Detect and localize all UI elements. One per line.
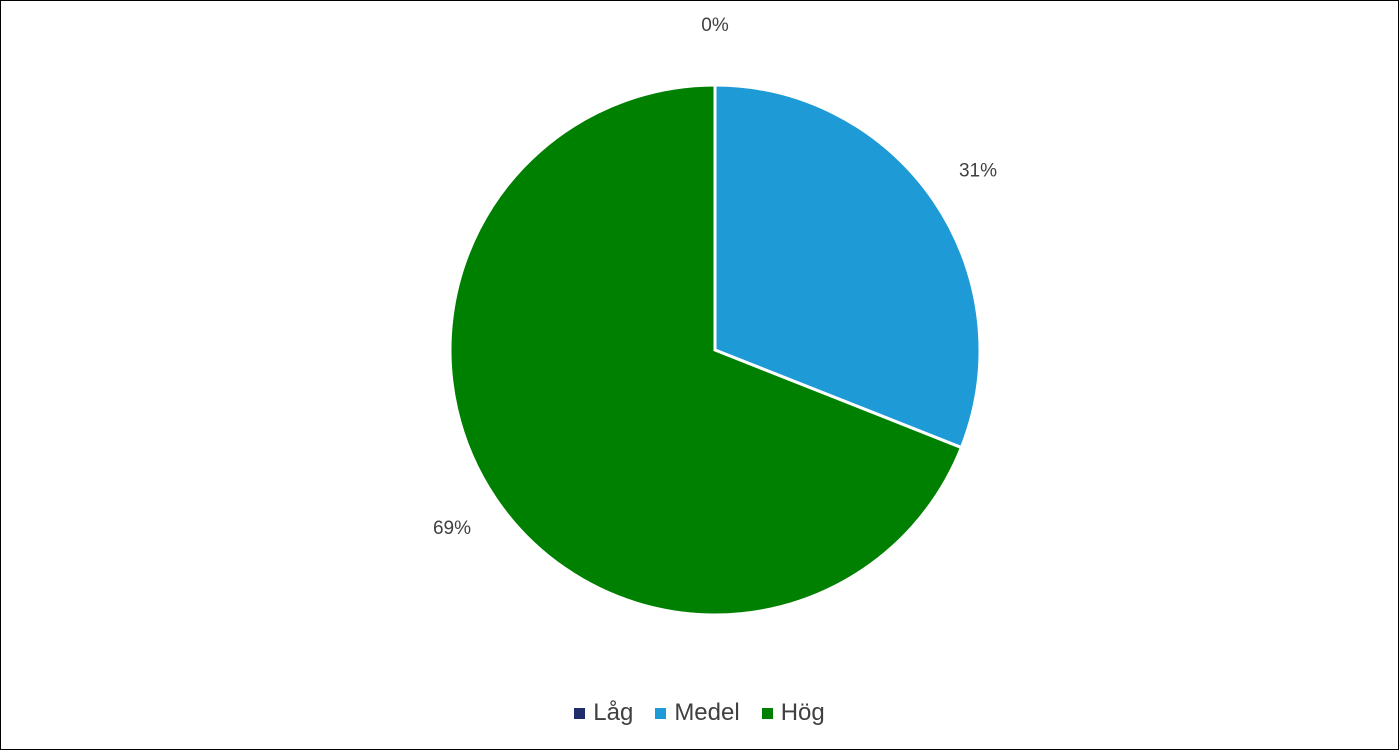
legend: Låg Medel Hög <box>1 699 1398 727</box>
data-label-lag: 0% <box>701 15 729 36</box>
legend-swatch-medel <box>655 707 667 719</box>
legend-label-medel: Medel <box>674 699 740 726</box>
legend-item-hog: Hög <box>761 699 825 727</box>
pie-slice-medel <box>713 83 982 450</box>
legend-label-hog: Hög <box>780 699 825 726</box>
legend-swatch-lag <box>574 707 586 719</box>
data-label-medel: 31% <box>959 160 997 181</box>
legend-item-lag: Låg <box>574 699 633 727</box>
legend-swatch-hog <box>761 707 773 719</box>
pie-slices <box>448 83 982 617</box>
legend-item-medel: Medel <box>655 699 740 727</box>
pie-slice-hog <box>448 83 964 617</box>
legend-label-lag: Låg <box>593 699 634 726</box>
pie-data-labels: 0% 31% 69% <box>433 15 997 539</box>
data-label-hog: 69% <box>433 518 471 539</box>
